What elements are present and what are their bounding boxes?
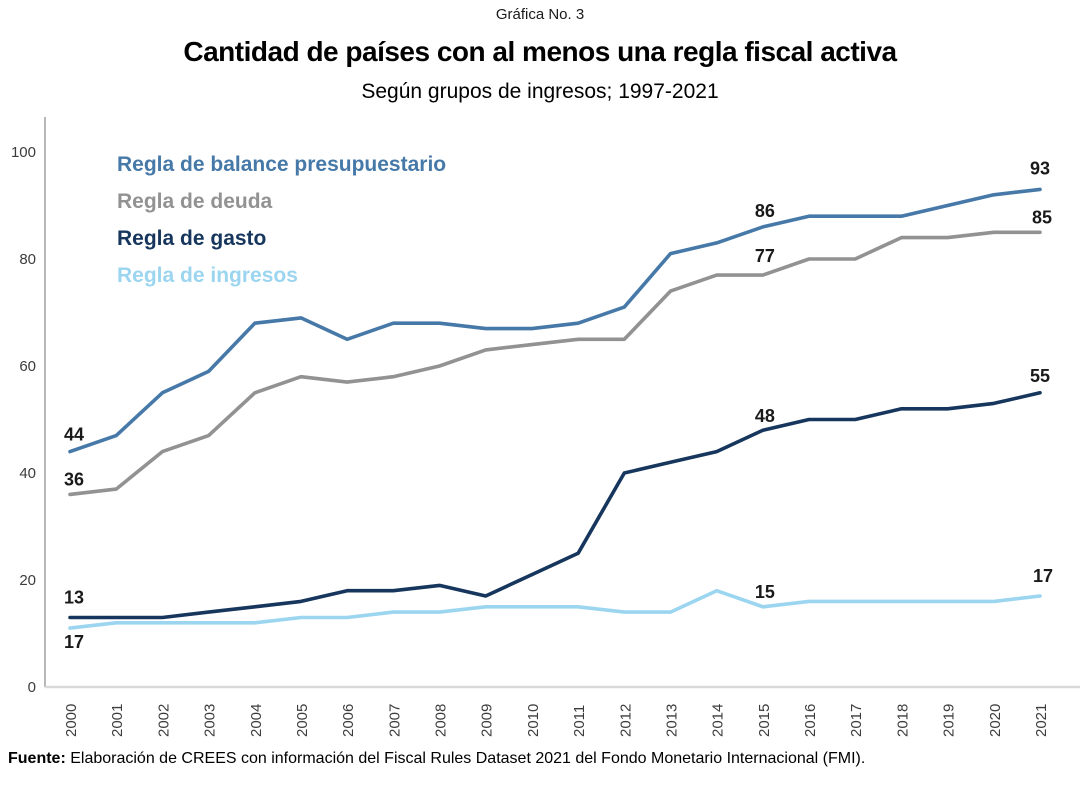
x-tick-label: 2015 bbox=[756, 704, 773, 737]
x-tick-label: 2021 bbox=[1033, 704, 1050, 737]
series-line-gasto bbox=[68, 390, 1042, 620]
x-tick-label: 2002 bbox=[155, 704, 172, 737]
legend-item-deuda: Regla de deuda bbox=[117, 190, 273, 213]
source-text: Elaboración de CREES con información del… bbox=[65, 750, 866, 767]
data-label-balance-2015: 86 bbox=[755, 201, 775, 221]
source-note: Fuente: Elaboración de CREES con informa… bbox=[8, 750, 1072, 768]
data-label-balance-2021: 93 bbox=[1030, 158, 1050, 178]
source-label: Fuente: bbox=[8, 750, 66, 767]
y-tick-label: 20 bbox=[19, 572, 36, 589]
y-tick-label: 0 bbox=[28, 679, 36, 696]
data-label-deuda-2000: 36 bbox=[64, 469, 84, 489]
x-tick-label: 2003 bbox=[202, 704, 219, 737]
x-tick-label: 2005 bbox=[294, 704, 311, 737]
x-tick-label: 2018 bbox=[894, 704, 911, 737]
legend-item-gasto: Regla de gasto bbox=[117, 227, 267, 250]
x-tick-label: 2013 bbox=[663, 704, 680, 737]
x-tick-label: 2014 bbox=[710, 704, 727, 737]
data-label-deuda-2021: 85 bbox=[1032, 207, 1052, 227]
legend-item-ingresos: Regla de ingresos bbox=[117, 264, 298, 287]
x-tick-label: 2008 bbox=[433, 704, 450, 737]
x-tick-label: 2000 bbox=[63, 704, 80, 737]
x-tick-label: 2004 bbox=[248, 704, 265, 737]
series-line-deuda bbox=[68, 230, 1042, 497]
data-label-ingresos-2015: 15 bbox=[755, 582, 775, 602]
data-label-deuda-2015: 77 bbox=[755, 246, 775, 266]
data-label-gasto-2000: 13 bbox=[64, 587, 84, 607]
series-line-balance bbox=[68, 187, 1042, 454]
x-tick-label: 2001 bbox=[109, 704, 126, 737]
x-tick-label: 2016 bbox=[802, 704, 819, 737]
chart-subtitle: Según grupos de ingresos; 1997-2021 bbox=[361, 80, 719, 103]
page-title: Cantidad de países con al menos una regl… bbox=[183, 36, 897, 67]
data-label-gasto-2021: 55 bbox=[1030, 366, 1050, 386]
y-tick-label: 60 bbox=[19, 358, 36, 375]
x-tick-label: 2020 bbox=[987, 704, 1004, 737]
x-tick-label: 2017 bbox=[848, 704, 865, 737]
y-tick-label: 40 bbox=[19, 465, 36, 482]
data-label-ingresos-2021: 17 bbox=[1033, 566, 1053, 586]
data-label-gasto-2015: 48 bbox=[755, 406, 775, 426]
series-line-ingresos bbox=[68, 588, 1042, 630]
x-tick-label: 2012 bbox=[617, 704, 634, 737]
x-tick-label: 2010 bbox=[525, 704, 542, 737]
x-tick-label: 2011 bbox=[571, 705, 588, 737]
legend-item-balance: Regla de balance presupuestario bbox=[117, 153, 447, 176]
x-tick-label: 2019 bbox=[941, 704, 958, 737]
y-tick-label: 80 bbox=[19, 251, 36, 268]
data-label-ingresos-2000: 17 bbox=[64, 632, 84, 652]
y-tick-label: 100 bbox=[11, 144, 36, 161]
x-tick-label: 2007 bbox=[386, 704, 403, 737]
chart-number: Gráfica No. 3 bbox=[495, 6, 585, 23]
data-label-balance-2000: 44 bbox=[64, 425, 84, 445]
x-tick-label: 2006 bbox=[340, 704, 357, 737]
x-tick-label: 2009 bbox=[479, 704, 496, 737]
chart-legend: Regla de balance presupuestario Regla de … bbox=[117, 146, 446, 294]
